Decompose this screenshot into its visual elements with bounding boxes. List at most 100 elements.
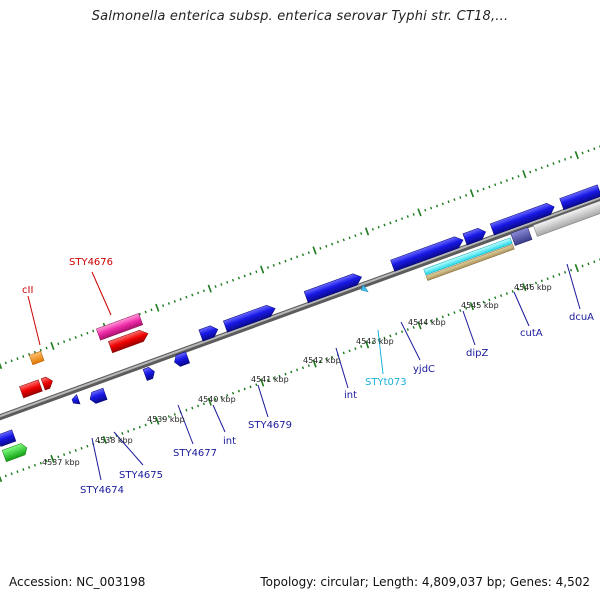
tick-track-lower xyxy=(0,258,600,483)
tick-minor xyxy=(534,281,538,285)
gene-blue-feature[interactable] xyxy=(198,324,220,342)
tick-major xyxy=(50,341,55,350)
gene-label-sty4679[interactable]: STY4679 xyxy=(248,420,292,431)
tick-minor xyxy=(4,474,7,478)
tick-minor xyxy=(552,162,555,165)
gene-label-sty4676[interactable]: STY4676 xyxy=(69,257,113,268)
tick-minor xyxy=(121,432,124,435)
tick-minor xyxy=(424,208,427,212)
gene-red-small-feature[interactable] xyxy=(19,379,43,399)
tick-minor xyxy=(319,247,322,250)
tick-minor xyxy=(138,425,141,429)
gene-blue-small-feature[interactable] xyxy=(172,351,190,368)
ruler-label-4544: 4544 kbp xyxy=(408,318,446,327)
gene-blue-feature[interactable] xyxy=(462,226,488,246)
gene-blue-edge-feature[interactable] xyxy=(0,429,17,447)
tick-minor xyxy=(447,313,450,317)
tick-minor xyxy=(266,379,270,382)
gene-purple-feature[interactable] xyxy=(510,226,533,246)
gene-blue-small-feature[interactable] xyxy=(142,366,157,381)
tick-minor xyxy=(272,376,275,380)
tick-major xyxy=(102,435,107,444)
tick-minor xyxy=(22,355,25,358)
genome-title: Salmonella enterica subsp. enterica sero… xyxy=(91,9,509,24)
gene-label-sty4675[interactable]: STY4675 xyxy=(119,470,163,481)
tick-minor xyxy=(412,326,415,329)
tick-minor xyxy=(348,236,351,240)
ruler-label-4545: 4545 kbp xyxy=(461,301,499,310)
tick-minor xyxy=(74,336,77,339)
gene-cII-feature[interactable] xyxy=(29,350,45,366)
gene-blue-small-feature[interactable] xyxy=(71,394,81,406)
tick-minor xyxy=(191,293,194,297)
tick-minor xyxy=(162,417,165,421)
gene-pink-feature[interactable] xyxy=(96,313,144,341)
tick-minor xyxy=(540,279,543,283)
tick-minor xyxy=(593,260,596,264)
tick-minor xyxy=(354,347,357,351)
tick-major xyxy=(364,227,370,236)
tick-tracks xyxy=(0,145,600,483)
tick-minor xyxy=(22,468,25,471)
tick-minor xyxy=(383,223,386,227)
tick-minor xyxy=(185,408,188,412)
tick-minor xyxy=(505,292,508,295)
gene-blue-feature[interactable] xyxy=(390,234,466,272)
tick-minor xyxy=(342,238,345,242)
tick-minor xyxy=(10,359,13,363)
gene-label-int[interactable]: int xyxy=(223,436,236,447)
gene-label-sty4677[interactable]: STY4677 xyxy=(173,448,217,459)
tick-minor xyxy=(552,275,555,278)
gene-label-cuta[interactable]: cutA xyxy=(520,328,543,339)
gene-label-sty4674[interactable]: STY4674 xyxy=(80,485,124,496)
gene-label-styt073[interactable]: STYt073 xyxy=(365,377,407,388)
tick-minor xyxy=(237,276,240,280)
gene-label-cII[interactable]: cII xyxy=(22,285,33,296)
tick-minor xyxy=(237,389,240,393)
gene-blue-feature[interactable] xyxy=(559,184,600,211)
tick-minor xyxy=(284,259,287,263)
gene-grey-feature[interactable] xyxy=(532,199,600,237)
gene-cyan-small-feature[interactable] xyxy=(360,284,369,294)
tick-minor xyxy=(243,274,246,278)
tick-minor xyxy=(68,451,71,454)
ruler-label-4546: 4546 kbp xyxy=(514,283,552,292)
gene-blue-small-feature[interactable] xyxy=(88,387,108,405)
gene-blue-feature[interactable] xyxy=(303,271,364,304)
gene-red-feature[interactable] xyxy=(108,328,150,354)
tick-minor xyxy=(482,300,485,304)
tick-minor xyxy=(28,466,31,469)
tick-minor xyxy=(412,213,415,216)
tick-minor xyxy=(383,336,386,340)
tick-minor xyxy=(581,264,584,268)
tick-minor xyxy=(424,321,427,325)
gene-label-yjdc[interactable]: yjdC xyxy=(413,364,435,375)
gene-green-edge-feature[interactable] xyxy=(1,442,29,462)
tick-minor xyxy=(331,242,334,246)
gene-red-arrow-feature[interactable] xyxy=(40,375,55,391)
ruler-label-4543: 4543 kbp xyxy=(356,337,394,346)
tick-minor xyxy=(63,340,66,344)
tick-minor xyxy=(16,357,19,361)
tick-minor xyxy=(465,193,468,197)
tick-major xyxy=(155,416,160,425)
label-leaders xyxy=(27,263,581,481)
tick-minor xyxy=(220,396,223,399)
gene-label-dcua[interactable]: dcuA xyxy=(569,312,594,323)
tick-minor xyxy=(243,387,246,391)
gene-label-int-2[interactable]: int xyxy=(344,390,357,401)
gene-label-dipz[interactable]: dipZ xyxy=(466,348,488,359)
gene-cyan-feature[interactable] xyxy=(423,237,513,276)
tick-minor xyxy=(39,461,42,465)
tick-minor xyxy=(441,202,444,206)
gene-blue-feature[interactable] xyxy=(489,201,556,236)
ruler-label-4538: 4538 kbp xyxy=(95,436,133,445)
tick-minor xyxy=(197,291,200,295)
gene-tan-feature[interactable] xyxy=(425,244,515,281)
gene-blue-feature[interactable] xyxy=(222,303,277,333)
tick-minor xyxy=(331,355,334,359)
genome-backbone xyxy=(0,195,600,421)
tick-minor xyxy=(138,312,141,316)
tick-minor xyxy=(173,413,176,416)
tick-minor xyxy=(255,383,258,387)
